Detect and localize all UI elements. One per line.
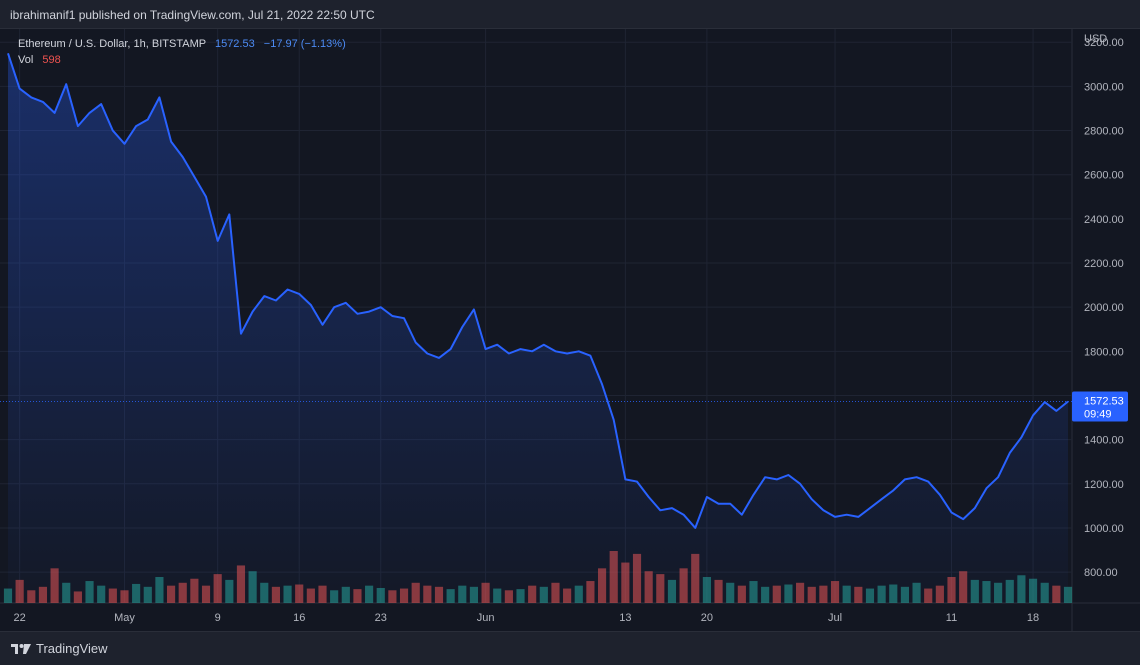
time-tick-label: 9 <box>215 612 221 624</box>
price-tick-label: 2200.00 <box>1084 258 1124 270</box>
chart-legend: Ethereum / U.S. Dollar, 1h, BITSTAMP 157… <box>18 36 346 68</box>
last-price-tag-value: 1572.53 <box>1084 396 1124 408</box>
price-axis-currency: USD <box>1084 33 1107 45</box>
publish-line: ibrahimanif1 published on TradingView.co… <box>10 8 375 22</box>
time-tick-label: 16 <box>293 612 305 624</box>
tradingview-logo[interactable]: TradingView <box>10 641 108 656</box>
price-axis-panel <box>1072 29 1140 631</box>
time-tick-label: 23 <box>375 612 387 624</box>
publish-header: ibrahimanif1 published on TradingView.co… <box>0 0 1140 29</box>
price-series-line <box>7 52 1069 529</box>
price-tick-label: 1400.00 <box>1084 435 1124 447</box>
time-tick-label: May <box>114 612 135 624</box>
volume-value: 598 <box>42 54 61 66</box>
price-tick-label: 2800.00 <box>1084 126 1124 138</box>
legend-change: −17.97 (−1.13%) <box>263 38 346 50</box>
footer-bar: TradingView <box>0 631 1140 665</box>
price-tick-label: 2600.00 <box>1084 170 1124 182</box>
time-tick-label: Jul <box>828 612 842 624</box>
price-tick-label: 3000.00 <box>1084 81 1124 93</box>
chart-area[interactable]: 3200.00 3000.00 2800.00 2600.00 2400.00 2200.… <box>0 29 1140 631</box>
legend-price: 1572.53 <box>214 38 255 50</box>
time-tick-label: 22 <box>14 612 26 624</box>
tradingview-logo-icon <box>11 643 31 654</box>
price-tick-label: 2000.00 <box>1084 302 1124 314</box>
symbol-name[interactable]: Ethereum / U.S. Dollar, 1h, BITSTAMP <box>18 38 206 50</box>
price-tick-label: 1000.00 <box>1084 523 1124 535</box>
time-tick-label: 11 <box>946 612 957 624</box>
footer-brand: TradingView <box>36 641 108 656</box>
legend-volume-row: Vol 598 <box>18 52 346 68</box>
legend-symbol-row: Ethereum / U.S. Dollar, 1h, BITSTAMP 157… <box>18 36 346 52</box>
price-tick-label: 1800.00 <box>1084 346 1124 358</box>
volume-label[interactable]: Vol <box>18 54 34 66</box>
price-area-fill <box>8 53 1068 604</box>
price-tick-label: 2400.00 <box>1084 214 1124 226</box>
time-tick-label: 13 <box>619 612 631 624</box>
price-tick-label: 3200.00 <box>1084 37 1124 49</box>
time-tick-label: Jun <box>477 612 495 624</box>
price-tick-label: 800.00 <box>1084 567 1118 579</box>
price-tick-label: 1200.00 <box>1084 479 1124 491</box>
last-price-tag <box>1072 391 1128 422</box>
last-price-tag-countdown: 09:49 <box>1084 409 1112 421</box>
price-chart[interactable]: 3200.00 3000.00 2800.00 2600.00 2400.00 2200.… <box>0 29 1140 631</box>
time-tick-label: 18 <box>1027 612 1039 624</box>
time-tick-label: 20 <box>701 612 713 624</box>
